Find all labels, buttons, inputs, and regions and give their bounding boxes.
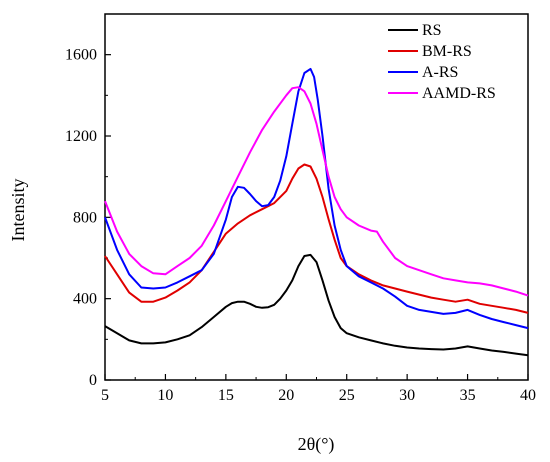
- y-axis-title: Intensity: [8, 179, 28, 242]
- plot-frame: [104, 13, 529, 381]
- y-tick-label: 800: [73, 209, 97, 226]
- y-tick-label: 1600: [65, 47, 97, 64]
- legend-label: RS: [422, 22, 442, 39]
- legend: RS BM-RS A-RS AAMD-RS: [388, 22, 496, 102]
- x-tick-label: 25: [339, 387, 355, 404]
- x-tick-label: 30: [399, 387, 415, 404]
- series-line-rs: [104, 253, 529, 357]
- series-line-aamd-rs: [104, 86, 529, 297]
- series-lines: [104, 67, 529, 357]
- series-line-bm-rs: [104, 163, 529, 314]
- x-tick-label: 5: [101, 387, 109, 404]
- legend-label: BM-RS: [422, 43, 472, 60]
- y-tick-label: 0: [89, 372, 97, 389]
- y-tick-label: 400: [73, 291, 97, 308]
- legend-label: AAMD-RS: [422, 85, 496, 102]
- x-tick-label: 35: [460, 387, 476, 404]
- series-line-a-rs: [104, 67, 529, 330]
- legend-label: A-RS: [422, 64, 458, 81]
- x-axis-title: 2θ(°): [298, 434, 335, 455]
- x-tick-label: 40: [520, 387, 536, 404]
- x-tick-label: 20: [278, 387, 294, 404]
- x-tick-label: 10: [157, 387, 173, 404]
- x-tick-label: 15: [218, 387, 234, 404]
- y-tick-label: 1200: [65, 128, 97, 145]
